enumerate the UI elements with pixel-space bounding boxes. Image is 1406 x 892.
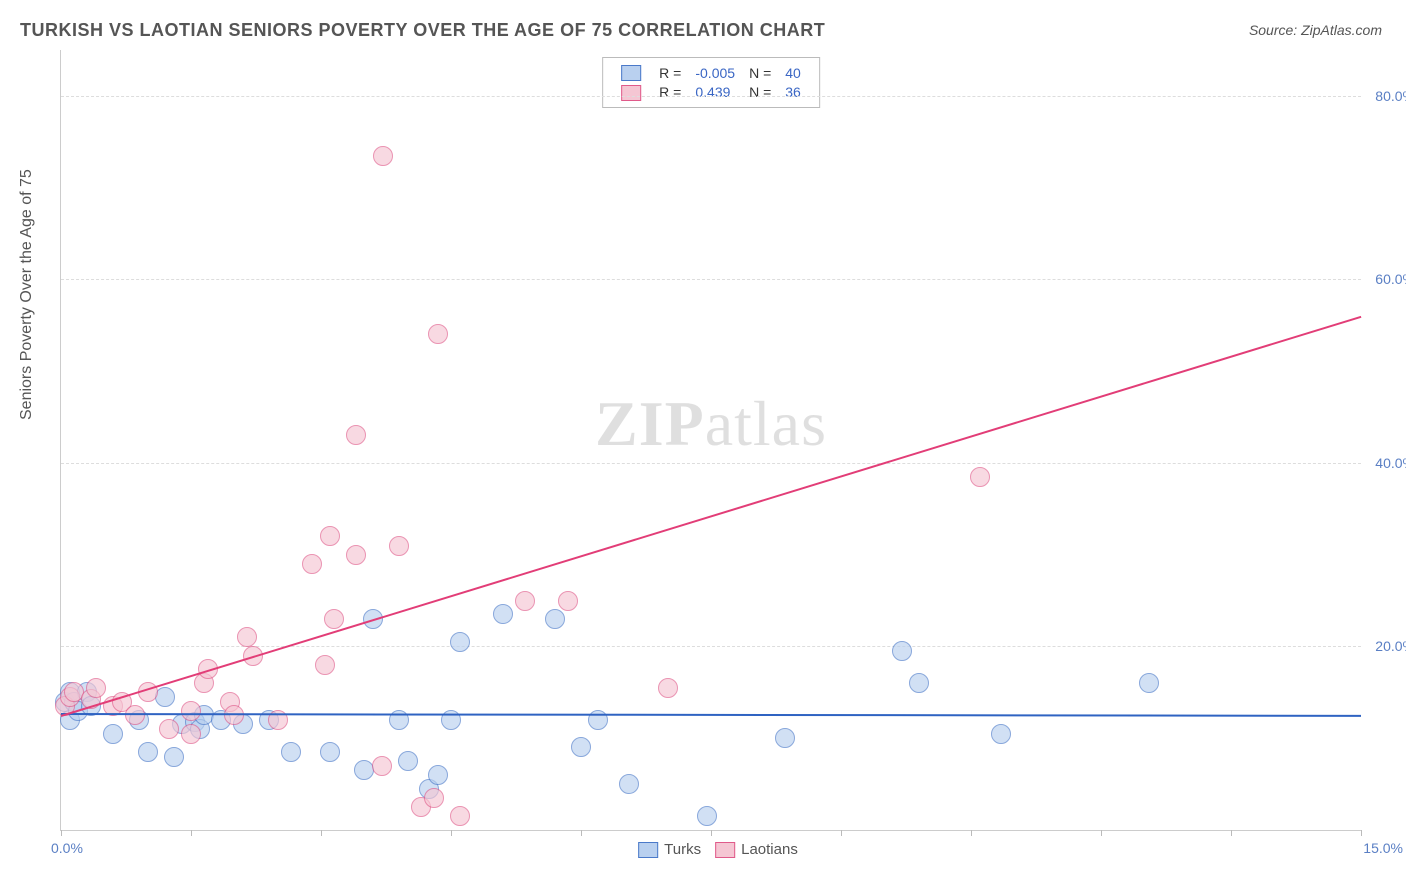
legend-swatch [638,842,658,858]
scatter-point-laotians [970,467,990,487]
y-tick-label: 60.0% [1365,271,1406,287]
scatter-point-turks [164,747,184,767]
legend-n-label: N = [743,64,777,81]
source-attribution: Source: ZipAtlas.com [1249,22,1382,38]
scatter-point-turks [571,737,591,757]
y-tick-label: 20.0% [1365,638,1406,654]
scatter-point-turks [450,632,470,652]
x-tick [451,830,452,836]
legend-n-label: N = [743,83,777,100]
scatter-point-turks [991,724,1011,744]
scatter-point-laotians [181,701,201,721]
x-tick [711,830,712,836]
legend-swatch [621,65,641,81]
y-axis-label: Seniors Poverty Over the Age of 75 [18,169,36,420]
x-tick [321,830,322,836]
x-tick [1101,830,1102,836]
scatter-point-turks [892,641,912,661]
scatter-point-turks [281,742,301,762]
x-tick [1361,830,1362,836]
legend-r-label: R = [653,64,687,81]
scatter-point-laotians [324,609,344,629]
trendline-turks [61,713,1361,717]
scatter-point-laotians [372,756,392,776]
legend-row: R =-0.005N =40 [615,64,807,81]
gridline [61,279,1361,280]
scatter-point-turks [619,774,639,794]
scatter-point-laotians [658,678,678,698]
scatter-point-turks [1139,673,1159,693]
x-tick [191,830,192,836]
x-axis-max-label: 15.0% [1363,840,1403,856]
scatter-point-laotians [558,591,578,611]
trendline-laotians [61,316,1362,717]
y-tick-label: 80.0% [1365,88,1406,104]
scatter-point-laotians [373,146,393,166]
legend-r-value: -0.005 [689,64,741,81]
series-legend: Turks Laotians [624,841,798,858]
legend-label: Laotians [741,841,798,858]
x-tick [841,830,842,836]
scatter-point-laotians [159,719,179,739]
scatter-point-laotians [424,788,444,808]
gridline [61,463,1361,464]
x-tick [971,830,972,836]
scatter-point-turks [545,609,565,629]
scatter-point-turks [428,765,448,785]
legend-n-value: 40 [779,64,807,81]
x-tick [61,830,62,836]
scatter-point-laotians [181,724,201,744]
scatter-point-laotians [237,627,257,647]
legend-swatch [621,85,641,101]
scatter-point-laotians [320,526,340,546]
x-tick [1231,830,1232,836]
scatter-point-turks [398,751,418,771]
legend-r-value: 0.439 [689,83,741,100]
legend-label: Turks [664,841,701,858]
scatter-point-turks [909,673,929,693]
x-axis-min-label: 0.0% [51,840,83,856]
scatter-point-turks [103,724,123,744]
scatter-point-laotians [428,324,448,344]
scatter-point-laotians [224,705,244,725]
scatter-point-turks [493,604,513,624]
scatter-point-laotians [302,554,322,574]
scatter-point-laotians [515,591,535,611]
scatter-point-laotians [450,806,470,826]
scatter-point-turks [320,742,340,762]
chart-plot-area: ZIPatlas R =-0.005N =40R =0.439N =36 0.0… [60,50,1361,831]
scatter-point-turks [155,687,175,707]
watermark: ZIPatlas [595,387,827,461]
scatter-point-laotians [346,545,366,565]
legend-swatch [715,842,735,858]
x-tick [581,830,582,836]
scatter-point-laotians [125,705,145,725]
correlation-legend: R =-0.005N =40R =0.439N =36 [602,57,820,108]
y-tick-label: 40.0% [1365,455,1406,471]
legend-row: R =0.439N =36 [615,83,807,100]
scatter-point-laotians [389,536,409,556]
scatter-point-laotians [86,678,106,698]
scatter-point-turks [138,742,158,762]
scatter-point-laotians [315,655,335,675]
gridline [61,96,1361,97]
legend-n-value: 36 [779,83,807,100]
scatter-point-turks [697,806,717,826]
scatter-point-laotians [346,425,366,445]
legend-r-label: R = [653,83,687,100]
chart-title: TURKISH VS LAOTIAN SENIORS POVERTY OVER … [20,20,825,41]
scatter-point-turks [775,728,795,748]
